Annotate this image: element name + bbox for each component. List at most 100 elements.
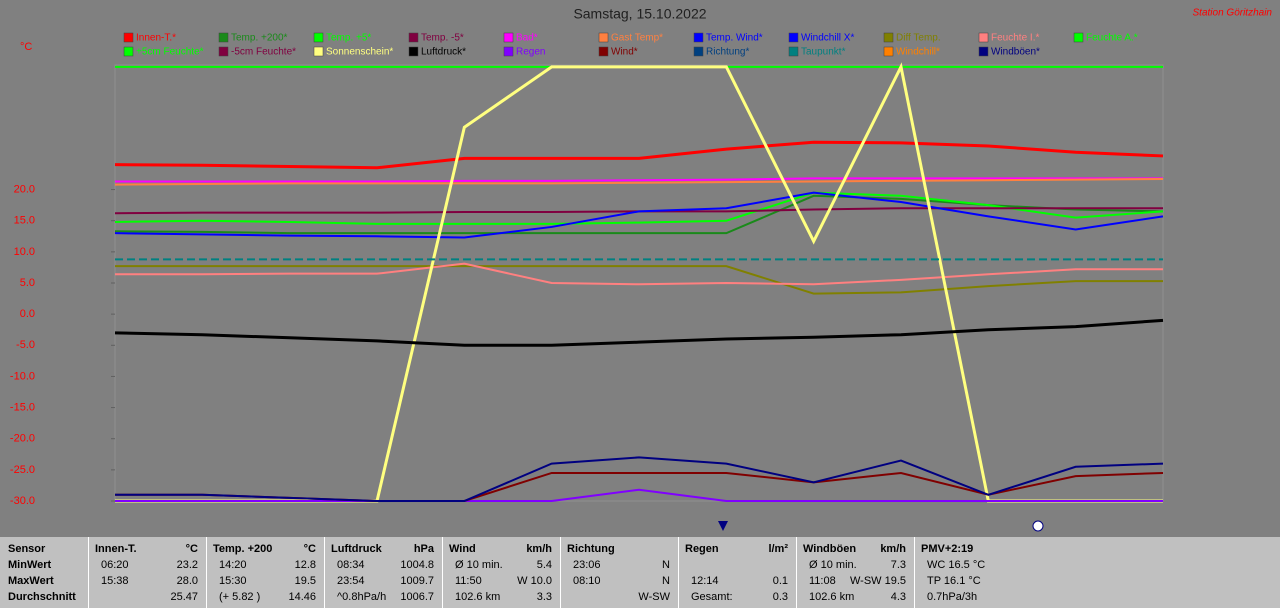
- legend-label: Feuchte A.*: [1086, 33, 1138, 44]
- table-cell: 15:38: [101, 575, 129, 587]
- y-tick-label: 15.0: [14, 215, 35, 227]
- station-name: Station Göritzhain: [1193, 8, 1273, 19]
- legend-label: Richtung*: [706, 47, 749, 58]
- table-cell: Wind: [449, 543, 476, 555]
- table-cell: PMV+2:19: [921, 543, 974, 555]
- table-cell: Innen-T.: [95, 543, 137, 555]
- series-line: [115, 262, 1163, 286]
- legend-swatch: [788, 46, 799, 57]
- table-cell: 06:20: [101, 559, 129, 571]
- table-cell: 14.46: [288, 591, 316, 603]
- table-column: Temp. +200 °C 14:20 12.8 15:30 19.5 (+ 5.82 ) 1…: [206, 537, 324, 608]
- legend-swatch: [408, 46, 419, 57]
- table-cell: 3.3: [536, 591, 552, 603]
- table-cell: Ø 10 min.: [809, 559, 857, 571]
- legend-swatch: [218, 46, 229, 57]
- table-cell: Windböen: [803, 543, 857, 555]
- plot-area: [114, 64, 1164, 502]
- legend-swatch: [313, 46, 324, 57]
- table-cell: Temp. +200: [213, 543, 273, 555]
- table-cell: W-SW 19.5: [849, 575, 906, 587]
- table-cell: Ø 10 min.: [455, 559, 503, 571]
- table-cell: TP 16.1 °C: [927, 575, 981, 587]
- table-cell: N: [662, 559, 670, 571]
- table-cell: 12.8: [294, 559, 316, 571]
- table-cell: Luftdruck: [331, 543, 382, 555]
- y-tick-label: 5.0: [20, 277, 35, 289]
- table-cell: 14:20: [219, 559, 247, 571]
- table-cell: 23:54: [337, 575, 365, 587]
- series-line: [114, 318, 1164, 347]
- y-tick-label: -15.0: [10, 401, 35, 413]
- legend-label: Feuchte I.*: [991, 33, 1039, 44]
- table-cell: 08:10: [573, 575, 601, 587]
- table-cell: 1004.8: [400, 559, 434, 571]
- legend-label: Innen-T.*: [136, 33, 176, 44]
- table-cell: 7.3: [890, 559, 906, 571]
- table-column: Innen-T. °C 06:20 23.2 15:38 28.0 25.47: [88, 537, 206, 608]
- table-column: Wind km/h Ø 10 min. 5.4 11:50 W 10.0 102.6 km 3…: [442, 537, 560, 608]
- table-column: Windböen km/h Ø 10 min. 7.3 11:08 W-SW 19.5 10…: [796, 537, 914, 608]
- table-cell: 08:34: [337, 559, 365, 571]
- y-tick-label: 10.0: [14, 246, 35, 258]
- table-cell: 0.1: [772, 575, 788, 587]
- legend-label: Sonnenschein*: [326, 47, 393, 58]
- legend-swatch: [123, 46, 134, 57]
- table-column: Richtung 23:06 N 08:10 N W-SW: [560, 537, 678, 608]
- legend-label: Luftdruck*: [421, 47, 466, 58]
- legend-swatch: [313, 32, 324, 43]
- summary-table: Sensor MinWert MaxWert Durchschnitt Innen-T.…: [0, 537, 1280, 608]
- legend-swatch: [883, 32, 894, 43]
- series-line: [115, 265, 1163, 295]
- legend-label: Regen: [516, 47, 545, 58]
- legend-swatch: [1073, 32, 1084, 43]
- table-column: Regen l/m² 12:14 0.1 Gesamt: 0.3: [678, 537, 796, 608]
- legend-label: Diff Temp.: [896, 33, 941, 44]
- table-cell: hPa: [413, 543, 434, 555]
- table-cell: Gesamt:: [691, 591, 733, 603]
- table-cell: 1006.7: [400, 591, 434, 603]
- table-cell: 11:50: [455, 575, 482, 587]
- table-cell: 11:08: [809, 575, 836, 587]
- table-cell: ^0.8hPa/h: [337, 591, 387, 603]
- table-cell: MaxWert: [8, 575, 54, 587]
- table-column: PMV+2:19 WC 16.5 °C TP 16.1 °C 0.7hPa/3h: [914, 537, 1032, 608]
- table-cell: WC 16.5 °C: [927, 559, 986, 571]
- legend-label: Windchill*: [896, 47, 940, 58]
- table-cell: 23.2: [176, 559, 198, 571]
- legend-label: Windböen*: [991, 47, 1040, 58]
- table-cell: (+ 5.82 ): [219, 591, 261, 603]
- table-cell: °C: [303, 543, 316, 555]
- table-cell: 12:14: [691, 575, 719, 587]
- table-cell: 102.6 km: [809, 591, 855, 603]
- table-cell: 15:30: [219, 575, 247, 587]
- table-cell: 23:06: [573, 559, 601, 571]
- series-line: [114, 177, 1164, 186]
- legend-label: Temp. +5*: [326, 33, 371, 44]
- legend-swatch: [218, 32, 229, 43]
- table-cell: Sensor: [8, 543, 46, 555]
- legend-label: -5cm Feuchte*: [231, 47, 296, 58]
- series-line: [114, 191, 1164, 239]
- table-cell: 102.6 km: [455, 591, 501, 603]
- legend-swatch: [978, 46, 989, 57]
- series-line: [115, 177, 1163, 183]
- table-cell: l/m²: [768, 543, 788, 555]
- table-column: Luftdruck hPa 08:34 1004.8 23:54 1009.7 ^0.8hP…: [324, 537, 442, 608]
- legend-swatch: [598, 46, 609, 57]
- legend-swatch: [788, 32, 799, 43]
- table-cell: 1009.7: [400, 575, 434, 587]
- table-cell: °C: [185, 543, 198, 555]
- series-line: [115, 456, 1164, 502]
- legend-swatch: [883, 46, 894, 57]
- table-cell: 19.5: [294, 575, 316, 587]
- y-tick-label: -10.0: [10, 370, 35, 382]
- legend-label: Bad*: [516, 33, 538, 44]
- legend-label: Windchill X*: [801, 33, 854, 44]
- table-cell: 4.3: [890, 591, 906, 603]
- legend-label: +5cm Feuchte*: [136, 47, 204, 58]
- legend-swatch: [123, 32, 134, 43]
- icon: [1032, 520, 1044, 532]
- series-line: [114, 140, 1164, 170]
- icon: [718, 521, 728, 531]
